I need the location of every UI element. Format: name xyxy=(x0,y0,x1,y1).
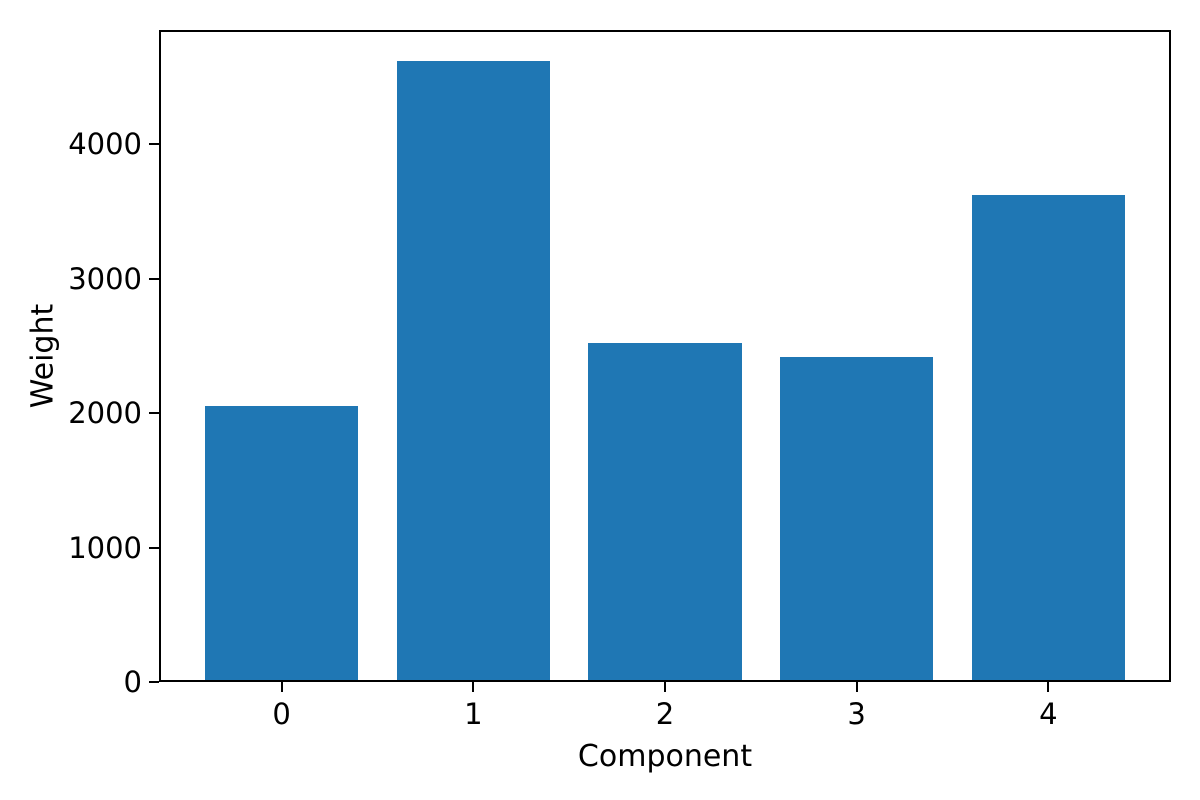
bar-component-0 xyxy=(205,406,359,682)
x-tick-label: 1 xyxy=(464,697,483,731)
x-tick-mark xyxy=(855,682,858,692)
y-tick-label: 4000 xyxy=(68,127,142,162)
bar-component-1 xyxy=(396,60,550,682)
bar-component-2 xyxy=(588,343,742,682)
bar-component-4 xyxy=(971,195,1125,682)
y-tick-label: 1000 xyxy=(68,530,142,565)
x-tick-mark xyxy=(664,682,666,692)
y-tick-mark xyxy=(149,681,159,683)
x-tick-mark xyxy=(280,682,283,692)
y-tick-mark xyxy=(149,412,159,415)
y-axis-label: Weight xyxy=(25,303,61,409)
x-tick-label: 4 xyxy=(1039,697,1058,731)
x-tick-label: 2 xyxy=(655,697,675,731)
y-tick-label: 3000 xyxy=(68,261,142,296)
x-tick-label: 0 xyxy=(272,697,291,731)
bar-component-3 xyxy=(780,356,934,682)
y-tick-mark xyxy=(149,277,159,280)
y-tick-mark xyxy=(149,143,159,146)
x-axis-label: Component xyxy=(577,739,753,774)
x-tick-mark xyxy=(1047,682,1050,692)
x-tick-mark xyxy=(472,682,475,692)
y-tick-label: 2000 xyxy=(68,396,142,431)
x-tick-label: 3 xyxy=(847,697,866,731)
plot-area xyxy=(159,30,1171,682)
y-tick-label: 0 xyxy=(123,665,142,699)
y-tick-mark xyxy=(149,546,159,549)
